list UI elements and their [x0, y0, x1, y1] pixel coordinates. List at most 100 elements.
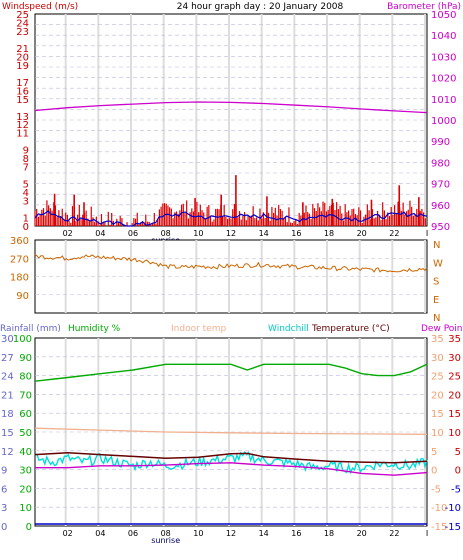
windspeed-tick-label: 3 [23, 197, 29, 208]
temp-far-tick-label: 30 [448, 353, 461, 364]
barometer-tick-label: 1030 [431, 52, 456, 63]
windspeed-tick-label: 25 [16, 10, 29, 21]
temp-panel-x-tick-label: 12 [226, 529, 236, 538]
windspeed-tick-label: 4 [23, 188, 29, 199]
wind-panel-x-tick-label: 08 [161, 229, 171, 238]
temp-far-tick-label: 0 [455, 466, 461, 477]
temp-panel-x-tick-label: 18 [324, 529, 334, 538]
wind-panel-x-tick-label: 12 [226, 229, 236, 238]
temp-panel-x-tick-label: 06 [128, 529, 138, 538]
direction-tick-label: 360 [10, 236, 29, 247]
legend-rainfall: Rainfall (mm) [0, 324, 61, 334]
legend-windchill: Windchill [268, 324, 309, 334]
windspeed-tick-label: 20 [16, 52, 29, 63]
windspeed-tick-label: 24 [16, 18, 29, 29]
windspeed-tick-label: 8 [23, 154, 29, 165]
barometer-tick-label: 970 [431, 180, 450, 191]
legend-indoor-temp: Indoor temp [171, 324, 226, 334]
temp-right-tick-label: 15 [431, 409, 444, 420]
temp-far-tick-label: -10 [445, 503, 461, 514]
humidity-tick-label: 100 [13, 334, 32, 345]
rainfall-tick-label: 27 [1, 353, 14, 364]
legend-humidity: Humidity % [68, 324, 121, 334]
temp-right-tick-label: 35 [431, 334, 444, 345]
compass-tick-label: S [433, 277, 439, 288]
windspeed-tick-label: 17 [16, 78, 29, 89]
temp-panel-sunrise-label: sunrise [151, 536, 180, 545]
temp-right-tick-label: 20 [431, 390, 444, 401]
wind-panel-x-tick-label: 10 [193, 229, 203, 238]
rainfall-tick-label: 9 [1, 466, 7, 477]
temp-right-tick-label: 25 [431, 372, 444, 383]
wind-panel-x-tick-label: 18 [324, 229, 334, 238]
windspeed-tick-label: 23 [16, 27, 29, 38]
humidity-tick-label: 40 [19, 447, 32, 458]
rainfall-tick-label: 0 [1, 522, 7, 533]
temp-far-tick-label: 10 [448, 428, 461, 439]
windspeed-tick-label: 13 [16, 112, 29, 123]
windspeed-axis-label: Windspeed (m/s) [2, 2, 78, 12]
windspeed-tick-label: 16 [16, 86, 29, 97]
indoor-temp-line [34, 427, 428, 435]
humidity-tick-label: 60 [19, 409, 32, 420]
temp-panel-x-tick-label: 04 [95, 529, 105, 538]
temp-right-tick-label: -5 [431, 484, 441, 495]
wind-panel-x-tick-label: 14 [259, 229, 269, 238]
temp-panel-x-tick-label: I [426, 529, 428, 538]
humidity-line [34, 363, 428, 382]
barometer-tick-label: 1020 [431, 74, 456, 85]
humidity-tick-label: 80 [19, 372, 32, 383]
humidity-tick-label: 30 [19, 466, 32, 477]
legend-temperature: Temperature (°C) [311, 324, 390, 334]
compass-tick-label: N [433, 240, 440, 251]
wind-panel-x-tick-label: 04 [95, 229, 105, 238]
direction-tick-label: 180 [10, 273, 29, 284]
barometer-line [34, 101, 428, 114]
temp-right-tick-label: 10 [431, 428, 444, 439]
humidity-tick-label: 20 [19, 484, 32, 495]
windspeed-tick-label: 11 [16, 129, 29, 140]
temp-panel-x-tick-label: 20 [357, 529, 367, 538]
windspeed-average-line [34, 210, 428, 227]
wind-direction-line [34, 253, 428, 273]
rainfall-tick-label: 24 [1, 372, 14, 383]
windspeed-tick-label: 19 [16, 61, 29, 72]
direction-tick-label: 270 [10, 254, 29, 265]
wind-panel-x-tick-label: I [426, 229, 428, 238]
temp-far-tick-label: -5 [451, 484, 461, 495]
windspeed-tick-label: 5 [23, 180, 29, 191]
temp-right-tick-label: -10 [431, 503, 447, 514]
wind-panel-x-tick-label: 02 [63, 229, 73, 238]
barometer-tick-label: 1000 [431, 116, 456, 127]
rainfall-tick-label: 6 [1, 484, 7, 495]
temp-panel-x-tick-label: 02 [63, 529, 73, 538]
windspeed-tick-label: 7 [23, 163, 29, 174]
rainfall-tick-label: 30 [1, 334, 14, 345]
barometer-tick-label: 1040 [431, 31, 456, 42]
barometer-axis-label: Barometer (hPa) [387, 2, 461, 12]
humidity-tick-label: 0 [26, 522, 32, 533]
rainfall-tick-label: 12 [1, 447, 14, 458]
temp-far-tick-label: 5 [455, 447, 461, 458]
barometer-tick-label: 1010 [431, 95, 456, 106]
temp-panel-x-tick-label: 22 [389, 529, 399, 538]
temp-far-tick-label: 20 [448, 390, 461, 401]
humidity-tick-label: 10 [19, 503, 32, 514]
temp-far-tick-label: -15 [445, 522, 461, 533]
direction-tick-label: 90 [16, 291, 29, 302]
temp-right-tick-label: 5 [431, 447, 437, 458]
temp-far-tick-label: 15 [448, 409, 461, 420]
legend-dew-point: Dew Point [421, 324, 463, 334]
compass-tick-label: E [433, 295, 439, 306]
barometer-tick-label: 980 [431, 158, 450, 169]
barometer-tick-label: 950 [431, 222, 450, 233]
wind-panel-x-tick-label: 22 [389, 229, 399, 238]
rainfall-tick-label: 21 [1, 390, 14, 401]
temp-panel-x-tick-label: 14 [259, 529, 269, 538]
wind-panel-x-tick-label: 20 [357, 229, 367, 238]
temp-right-tick-label: -15 [431, 522, 447, 533]
windspeed-tick-label: 0 [23, 222, 29, 233]
temp-right-tick-label: 0 [431, 466, 437, 477]
